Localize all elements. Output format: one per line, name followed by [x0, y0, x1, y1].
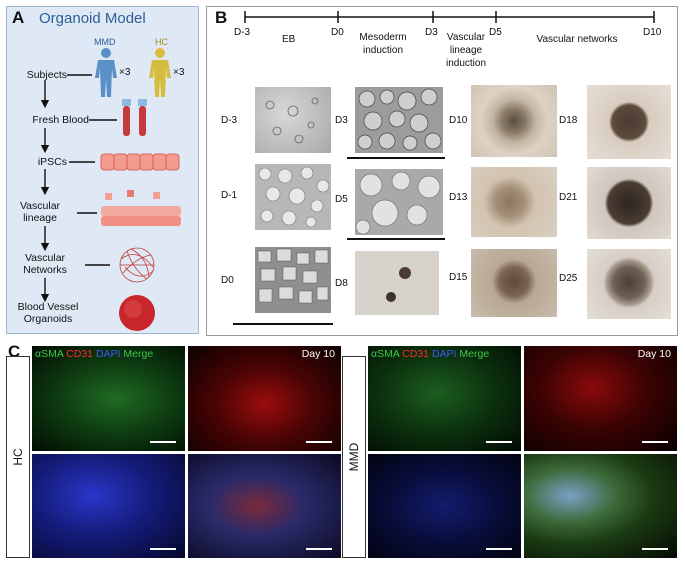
stain-legend: αSMA CD31 DAPI Merge: [35, 348, 154, 360]
hc-side-label: HC: [6, 356, 30, 558]
stain-legend: αSMA CD31 DAPI Merge: [371, 348, 490, 360]
panel-b-letter: B: [215, 8, 228, 27]
hc-cd31-image: Day 10: [188, 346, 341, 451]
img-label-d-3: D-3: [221, 115, 238, 126]
img-label-d10: D10: [449, 115, 468, 126]
stage-vascular-networks: Vascular networks: [536, 34, 618, 45]
img-label-d0: D0: [221, 275, 234, 286]
blood-tube-icons: [122, 99, 147, 136]
micrograph-d3: [355, 87, 443, 153]
hc-dapi-image: [32, 454, 185, 558]
scale-bar: [150, 441, 176, 443]
panel-b: B D-3 D0 D3 D5 D10 EB Mesoderm induction…: [206, 6, 678, 336]
network-icon: [119, 247, 155, 283]
scale-bar: [306, 441, 332, 443]
mmd-dapi-image: [368, 454, 521, 558]
stage-mesoderm: Mesoderm induction: [359, 32, 407, 56]
scale-bar: [486, 548, 512, 550]
panel-a-title: Organoid Model: [39, 10, 146, 27]
img-label-d13: D13: [449, 192, 468, 203]
stage-vascular-lineage: Vascular lineage induction: [445, 32, 487, 69]
mmd-person-icon: [95, 48, 117, 97]
micrograph-d5: [355, 169, 443, 235]
mmd-merge-image: [524, 454, 677, 558]
img-label-d18: D18: [559, 115, 578, 126]
tick-d3: D3: [425, 27, 438, 38]
mmd-asma-image: αSMA CD31 DAPI Merge: [368, 346, 521, 451]
scale-bar: [347, 157, 445, 159]
scale-bar: [150, 548, 176, 550]
panel-a-letter: A: [12, 8, 25, 27]
step-vascular-networks: Vascular Networks: [23, 252, 67, 276]
img-label-d21: D21: [559, 192, 578, 203]
tick-d10: D10: [643, 27, 662, 38]
img-label-d15: D15: [449, 272, 468, 283]
group-mmd-label: MMD: [94, 37, 116, 47]
micrograph-d25: [587, 249, 671, 319]
img-label-d-1: D-1: [221, 190, 238, 201]
micrograph-d10: [471, 85, 557, 157]
scale-bar: [642, 548, 668, 550]
mmd-cd31-image: Day 10: [524, 346, 677, 451]
step-vascular-lineage: Vascular lineage: [19, 200, 61, 224]
step-ipscs: iPSCs: [37, 156, 67, 168]
tick-d-3: D-3: [234, 27, 251, 38]
scale-bar: [233, 323, 333, 325]
mmd-side-label: MMD: [342, 356, 366, 558]
mmd-multiplier: ×3: [119, 67, 131, 78]
hc-merge-image: [188, 454, 341, 558]
stage-eb: EB: [282, 34, 296, 45]
group-hc-label: HC: [155, 37, 168, 47]
img-label-d5: D5: [335, 194, 348, 205]
hc-multiplier: ×3: [173, 67, 185, 78]
micrograph-d8: [355, 251, 439, 315]
hc-person-icon: [149, 48, 171, 97]
micrograph-d21: [587, 167, 671, 239]
img-label-d8: D8: [335, 278, 348, 289]
micrograph-d0: [255, 247, 331, 313]
scale-bar: [486, 441, 512, 443]
hc-asma-image: αSMA CD31 DAPI Merge: [32, 346, 185, 451]
micrograph-d18: [587, 85, 671, 159]
img-label-d25: D25: [559, 273, 578, 284]
step-organoids: Blood Vessel Organoids: [17, 301, 79, 325]
panel-c: C HC MMD αSMA CD31 DAPI Merge Day 10 αSM…: [6, 342, 678, 558]
scale-bar: [347, 238, 445, 240]
panel-a: A Organoid Model MMD HC ×3 ×3: [6, 6, 199, 334]
timeline: [244, 11, 655, 23]
day-label: Day 10: [637, 348, 671, 360]
micrograph-d-3: [255, 87, 331, 153]
micrograph-d-1: [255, 164, 331, 230]
micrograph-d13: [471, 167, 557, 237]
day-label: Day 10: [301, 348, 335, 360]
micrograph-d15: [471, 249, 557, 317]
scale-bar: [306, 548, 332, 550]
flow-arrows: [40, 74, 181, 331]
tick-d5: D5: [489, 27, 502, 38]
step-subjects: Subjects: [26, 69, 67, 81]
step-fresh-blood: Fresh Blood: [32, 114, 89, 126]
tick-d0: D0: [331, 27, 344, 38]
img-label-d3: D3: [335, 115, 348, 126]
scale-bar: [642, 441, 668, 443]
